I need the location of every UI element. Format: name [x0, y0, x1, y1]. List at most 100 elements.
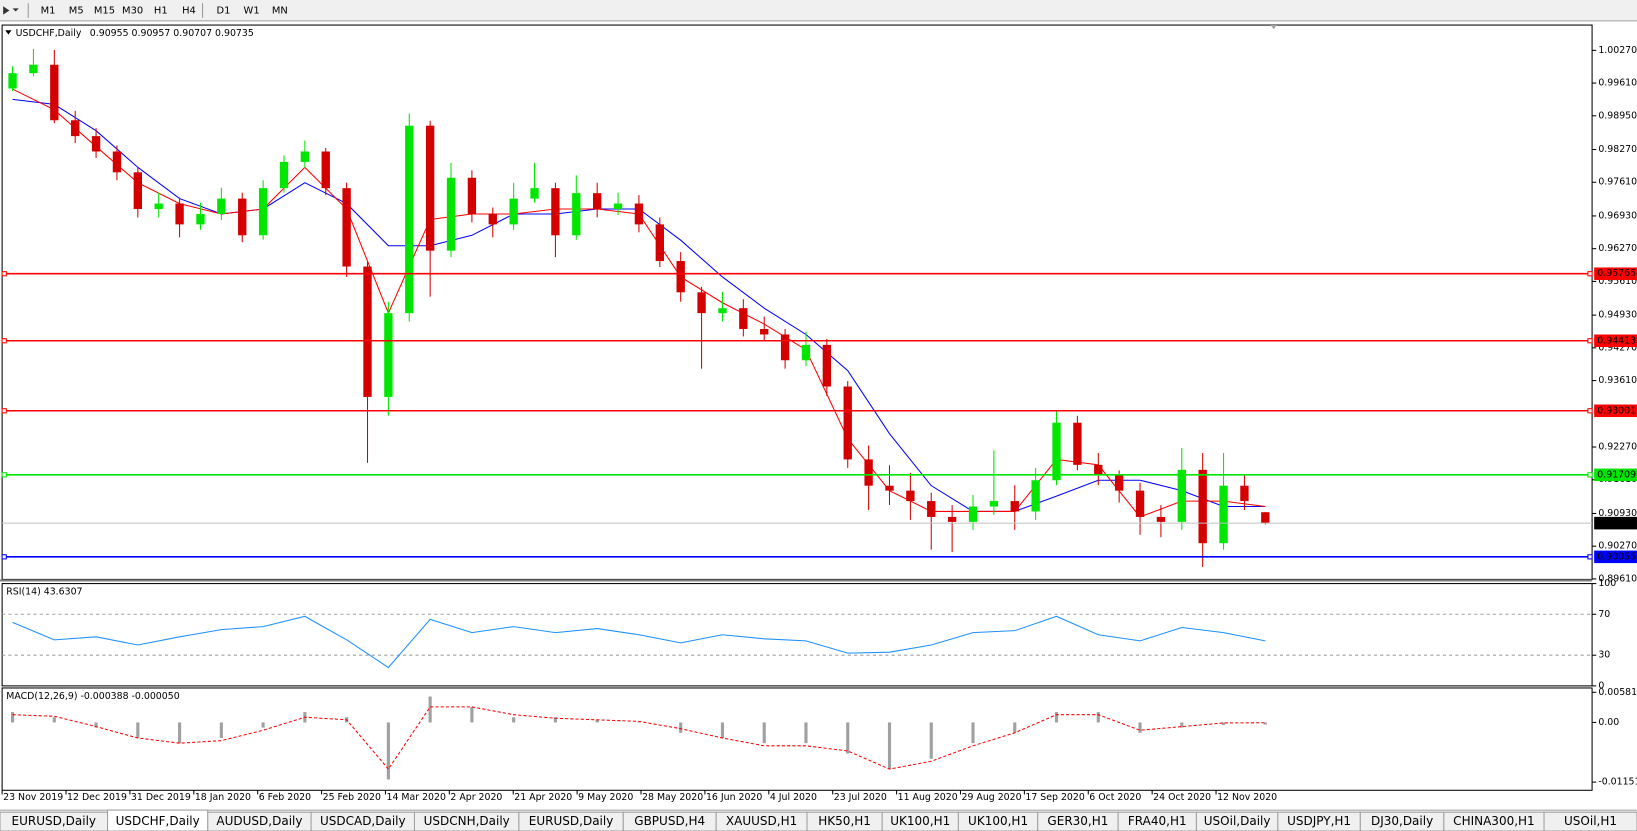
time-label: 2 Apr 2020 [450, 792, 502, 803]
timeframe-button[interactable]: H1 [154, 5, 168, 16]
candle-body [50, 64, 59, 121]
tab-label[interactable]: USDCAD,Daily [320, 814, 406, 828]
y-tick-label: 70 [1598, 609, 1610, 620]
macd-histogram-bar [679, 722, 683, 733]
tab-label[interactable]: FRA40,H1 [1128, 814, 1187, 828]
candle-body [112, 151, 122, 173]
macd-histogram-bar [136, 722, 140, 738]
candle-body [384, 313, 393, 397]
tab-label[interactable]: UK100,H1 [890, 814, 950, 828]
tab-label[interactable]: USDCHF,Daily [116, 814, 200, 828]
last-price-box [1594, 516, 1637, 530]
time-label: 29 Aug 2020 [962, 792, 1022, 803]
timeframe-button[interactable]: H4 [182, 5, 196, 16]
timeframe-button[interactable]: M30 [122, 5, 143, 16]
level-handle[interactable] [1587, 472, 1593, 478]
time-label: 28 May 2020 [642, 792, 703, 803]
macd-histogram-bar [929, 722, 933, 759]
candle-body [488, 213, 497, 225]
timeframe-button[interactable]: D1 [216, 5, 230, 16]
y-tick-label: 0.95610 [1598, 276, 1637, 287]
candle-body [154, 203, 163, 210]
candle-body [1031, 480, 1040, 512]
level-price-label: 0.95765 [1597, 268, 1636, 279]
time-label: 11 Aug 2020 [898, 792, 958, 803]
candle-body [530, 188, 539, 199]
y-tick-label: 0.94930 [1598, 310, 1637, 321]
time-label: 16 Jun 2020 [706, 792, 762, 803]
macd-histogram-bar [553, 717, 557, 723]
candle-body [175, 203, 184, 225]
toolbar [0, 0, 1637, 21]
tab-label[interactable]: AUDUSD,Daily [216, 814, 302, 828]
tab-label[interactable]: EURUSD,Daily [529, 814, 614, 828]
macd-histogram-bar [10, 712, 15, 723]
tab-label[interactable]: HK50,H1 [818, 814, 871, 828]
candle-body [509, 198, 518, 225]
level-handle[interactable] [1, 271, 7, 277]
tab-label[interactable]: USOil,H1 [1564, 814, 1617, 828]
level-handle[interactable] [1587, 554, 1593, 560]
toolbar-icon[interactable] [3, 6, 19, 15]
y-tick-label: 0.97610 [1598, 177, 1637, 188]
tab-label[interactable]: EURUSD,Daily [12, 814, 97, 828]
level-handle[interactable] [1587, 408, 1593, 414]
candle-body [1114, 475, 1124, 491]
chart-menu-arrow[interactable] [5, 30, 12, 35]
macd-histogram-bar [261, 722, 265, 728]
candle-body [342, 188, 351, 267]
macd-histogram-bar [1096, 712, 1100, 723]
time-label: 31 Dec 2019 [131, 792, 191, 803]
tab-label[interactable]: USDCNH,Daily [424, 814, 510, 828]
candle-body [634, 203, 644, 225]
level-handle[interactable] [1587, 338, 1593, 344]
candle-body [238, 198, 247, 236]
timeframe-button[interactable]: M1 [41, 5, 56, 16]
candle-body [1156, 516, 1166, 522]
timeframe-button[interactable]: MN [272, 5, 288, 16]
tab-label[interactable]: UK100,H1 [968, 814, 1028, 828]
y-tick-label: 0 [1598, 680, 1604, 691]
candle-body [71, 120, 80, 137]
shift-marker [1270, 25, 1277, 30]
macd-histogram-bar [1054, 712, 1059, 723]
tab-label[interactable]: USOil,Daily [1204, 814, 1271, 828]
level-handle[interactable] [1, 472, 7, 478]
level-handle[interactable] [1, 408, 7, 414]
last-price-label: 0.90735 [1597, 518, 1636, 529]
macd-histogram-bar [1180, 722, 1184, 728]
pane-subtitle: 0.90955 0.90957 0.90707 0.90735 [90, 28, 254, 39]
candle-body [739, 308, 748, 330]
timeframe-button[interactable]: M5 [69, 5, 84, 16]
tab-label[interactable]: GER30,H1 [1047, 814, 1108, 828]
time-label: 6 Oct 2020 [1089, 792, 1141, 803]
candle-body [300, 151, 310, 162]
tab-label[interactable]: XAUUSD,H1 [726, 814, 797, 828]
y-tick-label: 100 [1598, 578, 1616, 589]
candle-body [425, 125, 435, 251]
candle-body [217, 198, 226, 214]
macd-histogram-bar [428, 696, 432, 723]
level-handle[interactable] [1, 338, 7, 344]
level-price-label: 0.90055 [1597, 551, 1636, 562]
tab-label[interactable]: GBPUSD,H4 [634, 814, 705, 828]
macd-pane [1, 687, 1593, 791]
level-handle[interactable] [1587, 271, 1593, 277]
pane-title: RSI(14) 43.6307 [6, 586, 82, 597]
tab-label[interactable]: DJ30,Daily [1371, 814, 1433, 828]
y-tick-label: 0.00 [1598, 717, 1619, 728]
timeframe-button[interactable]: W1 [244, 5, 260, 16]
macd-histogram-bar [804, 722, 808, 744]
tab-label[interactable]: USDJPY,H1 [1287, 814, 1351, 828]
candle-body [989, 501, 999, 507]
level-price-label: 0.94413 [1597, 335, 1636, 346]
macd-histogram-bar [1138, 722, 1142, 733]
y-tick-label: 0.98950 [1598, 110, 1637, 121]
level-handle[interactable] [1, 554, 7, 560]
tab-label[interactable]: CHINA300,H1 [1453, 814, 1535, 828]
candle-body [133, 172, 143, 210]
macd-histogram-bar [887, 722, 892, 770]
time-label: 24 Oct 2020 [1153, 792, 1211, 803]
timeframe-button[interactable]: M15 [94, 5, 115, 16]
